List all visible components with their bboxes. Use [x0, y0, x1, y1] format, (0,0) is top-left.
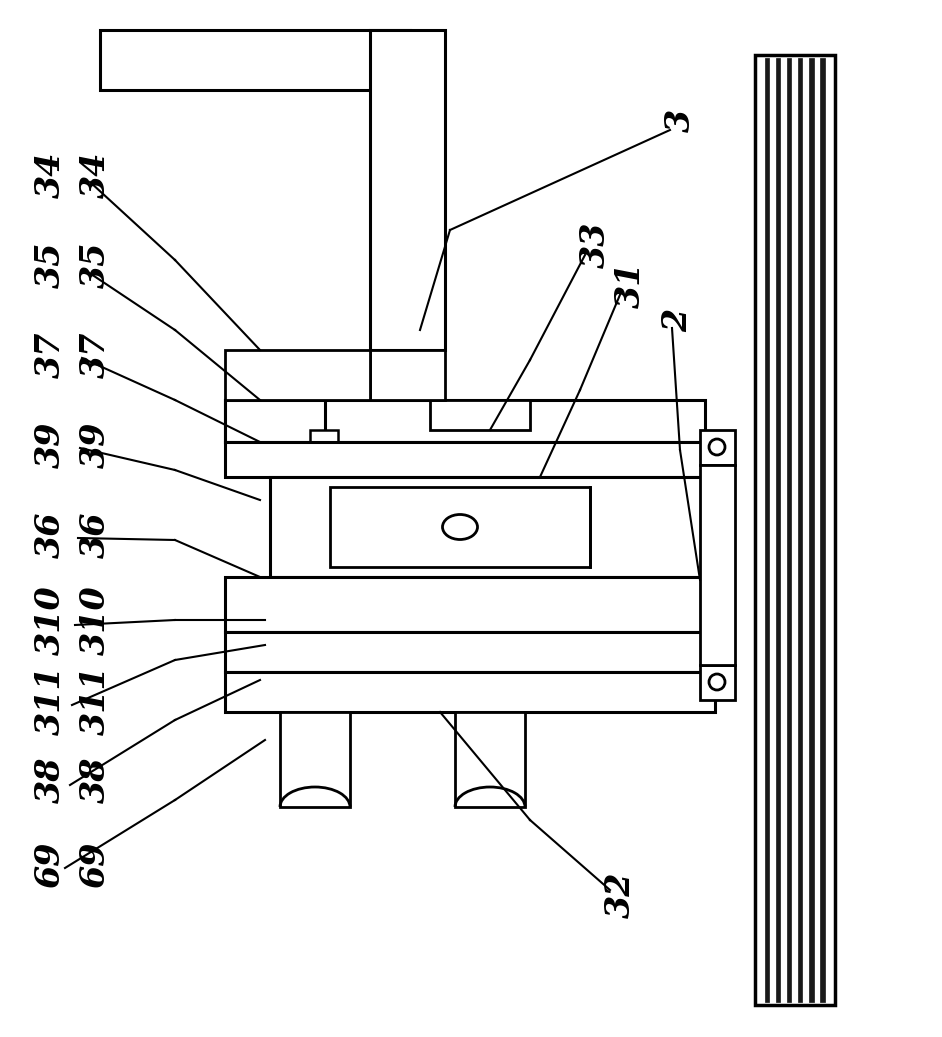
- Text: 33: 33: [578, 222, 611, 269]
- Bar: [225, 442, 715, 477]
- Bar: [700, 465, 735, 665]
- Bar: [100, 30, 410, 90]
- Bar: [225, 400, 325, 442]
- Text: 34: 34: [34, 151, 67, 198]
- Bar: [820, 58, 824, 1002]
- Bar: [225, 577, 715, 632]
- Text: 34: 34: [78, 151, 111, 198]
- Bar: [700, 665, 735, 700]
- Text: 36: 36: [78, 511, 111, 558]
- Bar: [270, 477, 710, 577]
- Text: 69: 69: [78, 842, 111, 889]
- Bar: [320, 577, 370, 632]
- Text: 310: 310: [78, 585, 111, 655]
- Text: 35: 35: [78, 242, 111, 288]
- Text: 311: 311: [34, 665, 67, 735]
- Text: 38: 38: [34, 757, 67, 804]
- Bar: [310, 430, 338, 458]
- Ellipse shape: [709, 439, 725, 455]
- Bar: [787, 58, 791, 1002]
- Text: 310: 310: [34, 585, 67, 655]
- Bar: [270, 577, 320, 632]
- Text: 69: 69: [34, 842, 67, 889]
- Bar: [755, 55, 835, 1005]
- Bar: [700, 430, 735, 465]
- Bar: [225, 351, 370, 400]
- Text: 39: 39: [78, 422, 111, 469]
- Bar: [809, 58, 814, 1002]
- Text: 3: 3: [663, 109, 696, 132]
- Text: 31: 31: [613, 261, 646, 308]
- Ellipse shape: [443, 514, 478, 539]
- Bar: [370, 30, 445, 351]
- Text: 37: 37: [78, 332, 111, 379]
- Bar: [225, 632, 715, 672]
- Bar: [430, 400, 530, 430]
- Bar: [798, 58, 803, 1002]
- Bar: [225, 672, 715, 712]
- Bar: [775, 58, 780, 1002]
- Text: 38: 38: [78, 757, 111, 804]
- Bar: [280, 712, 350, 807]
- Ellipse shape: [709, 674, 725, 690]
- Text: 39: 39: [34, 422, 67, 469]
- Text: 35: 35: [34, 242, 67, 288]
- Text: 32: 32: [604, 872, 637, 918]
- Text: 2: 2: [661, 308, 694, 332]
- Bar: [765, 58, 770, 1002]
- Bar: [225, 400, 705, 442]
- Bar: [455, 712, 525, 807]
- Text: 37: 37: [34, 332, 67, 379]
- Bar: [330, 487, 590, 567]
- Text: 36: 36: [34, 511, 67, 558]
- Text: 311: 311: [78, 665, 111, 735]
- Bar: [370, 351, 445, 400]
